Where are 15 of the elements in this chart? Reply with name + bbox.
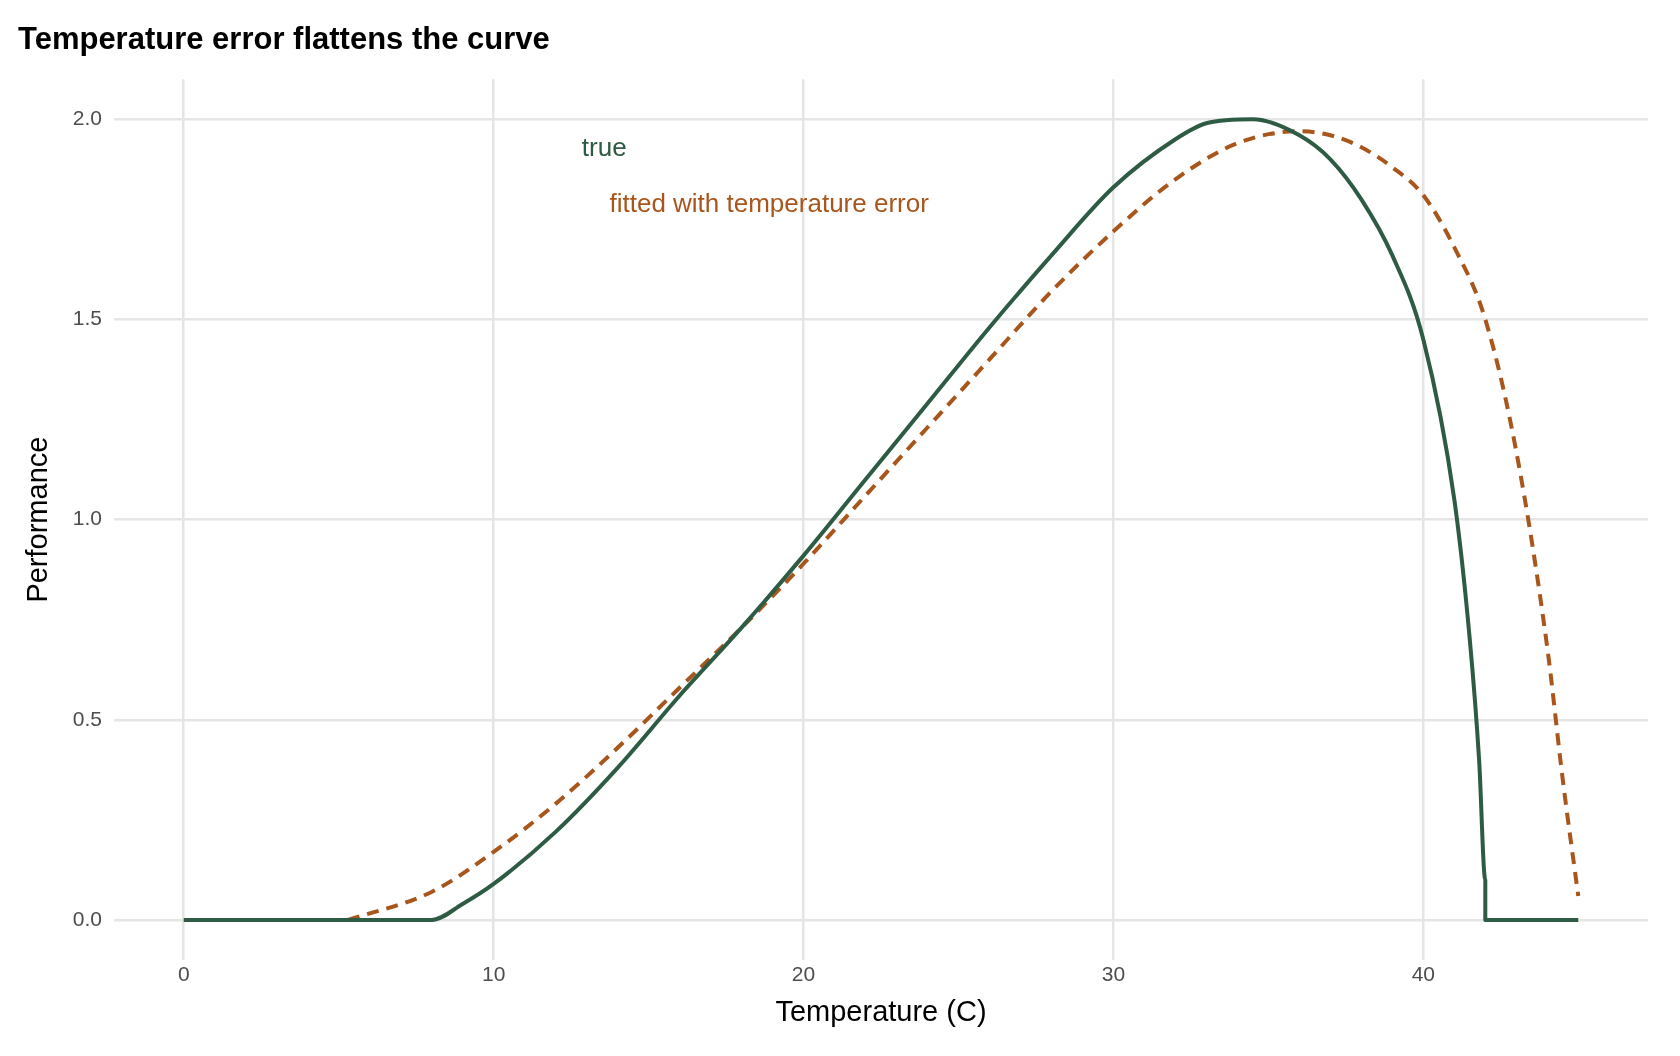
x-tick-label: 10: [481, 962, 506, 986]
y-axis-title: Performance: [21, 436, 54, 603]
x-axis-title: Temperature (C): [775, 994, 987, 1027]
y-tick-label: 1.5: [72, 306, 102, 330]
chart-title: Temperature error flattens the curve: [18, 21, 550, 57]
x-tick-label: 0: [177, 962, 190, 986]
y-tick-label: 1.0: [72, 506, 102, 530]
text: true: [581, 132, 627, 163]
x-tick-label: 20: [791, 962, 816, 986]
y-tick-label: 2.0: [72, 106, 102, 130]
x-tick-label: 30: [1101, 962, 1126, 986]
text: fitted with temperature error: [609, 188, 930, 219]
y-tick-label: 0.5: [72, 706, 102, 730]
y-tick-label: 0.0: [72, 906, 102, 930]
x-tick-label: 40: [1411, 962, 1435, 986]
